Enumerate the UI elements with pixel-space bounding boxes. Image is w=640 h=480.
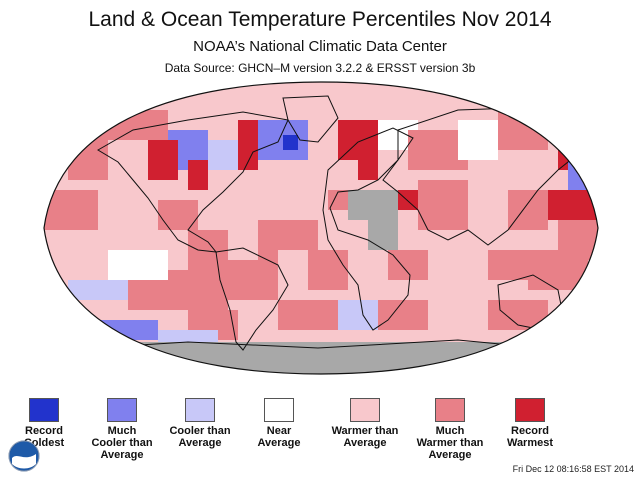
- anomaly-patch-warmer: [228, 230, 258, 260]
- anomaly-patch-near: [108, 250, 168, 280]
- anomaly-patch-much-warmer: [44, 190, 98, 230]
- anomaly-patch-warmer: [308, 110, 338, 150]
- south-america-outline: [215, 247, 289, 351]
- anomaly-patch-cooler: [68, 280, 128, 300]
- anomaly-patch-warmer: [548, 300, 598, 330]
- anomaly-patch-cooler: [208, 140, 238, 170]
- europe-africa-outline: [322, 127, 414, 331]
- legend-item-much-cooler: Much Cooler than Average: [77, 398, 167, 461]
- greenland-outline: [282, 95, 339, 143]
- anomaly-patch-cooler: [338, 300, 378, 330]
- legend-item-record-warmest: Record Warmest: [485, 398, 575, 449]
- legend-item-cooler: Cooler than Average: [155, 398, 245, 449]
- anomaly-patch-warmer: [428, 250, 488, 290]
- anomaly-patch-record-coldest: [283, 135, 298, 150]
- legend-label: Record Warmest: [506, 425, 554, 449]
- anomaly-patch-record-warmest: [358, 150, 378, 180]
- anomaly-patch-much-warmer: [378, 300, 428, 330]
- anomaly-patch-much-warmer: [188, 230, 228, 270]
- anomaly-patch-record-warmest: [188, 160, 208, 190]
- anomaly-patch-warmer: [278, 250, 308, 290]
- legend-label: Near Average: [257, 425, 301, 449]
- anomaly-patch-much-warmer: [328, 190, 348, 210]
- legend-swatch: [29, 398, 59, 422]
- anomaly-patch-warmer: [428, 300, 488, 330]
- legend-label: Warmer than Average: [331, 425, 399, 449]
- globe-border: [43, 81, 599, 375]
- anomaly-patch-much-warmer: [68, 120, 108, 180]
- legend-swatch: [107, 398, 137, 422]
- anomaly-patch-record-warmest: [148, 140, 178, 180]
- legend-label: Much Cooler than Average: [91, 425, 153, 461]
- anomaly-patch-near: [458, 120, 498, 160]
- anomaly-patch-record-warmest: [238, 120, 258, 170]
- legend-item-near: Near Average: [234, 398, 324, 449]
- anomaly-patch-much-warmer: [278, 300, 338, 330]
- legend-swatch: [350, 398, 380, 422]
- anomaly-patch-much-warmer: [388, 250, 428, 280]
- anomaly-patch-record-warmest: [558, 120, 598, 170]
- anomaly-patch-warmer: [98, 180, 158, 220]
- anomaly-patch-warmer: [348, 250, 388, 290]
- timestamp: Fri Dec 12 08:16:58 EST 2014: [512, 464, 634, 474]
- anomaly-patch-much-warmer: [128, 280, 188, 310]
- anomaly-patch-record-warmest: [548, 190, 598, 220]
- data-source: Data Source: GHCN–M version 3.2.2 & ERSS…: [164, 61, 476, 75]
- anomaly-patch-much-warmer: [508, 190, 548, 230]
- anomaly-patch-much-warmer: [498, 110, 548, 150]
- anomaly-patch-much-warmer: [228, 260, 278, 300]
- anomaly-patch-much-warmer: [418, 180, 468, 230]
- anomaly-patch-no-data: [44, 342, 598, 374]
- anomaly-patch-much-warmer: [158, 200, 198, 230]
- anomaly-patch-much-warmer: [528, 250, 588, 290]
- world-map: [38, 80, 604, 376]
- legend-item-much-warmer: Much Warmer than Average: [405, 398, 495, 461]
- legend-swatch: [185, 398, 215, 422]
- legend-swatch: [264, 398, 294, 422]
- legend-swatch: [515, 398, 545, 422]
- anomaly-patch-warmer: [468, 200, 508, 240]
- anomaly-patch-no-data: [348, 190, 398, 220]
- north-america-outline: [97, 111, 289, 253]
- noaa-logo: [8, 440, 40, 472]
- anomaly-patch-much-warmer: [308, 250, 348, 290]
- anomaly-patch-warmer: [238, 300, 278, 330]
- legend-swatch: [435, 398, 465, 422]
- world-map-svg: [43, 81, 599, 375]
- legend-item-warmer: Warmer than Average: [320, 398, 410, 449]
- anomaly-patch-much-warmer: [488, 250, 528, 280]
- legend-label: Much Warmer than Average: [416, 425, 484, 461]
- anomaly-patch-no-data: [368, 220, 398, 250]
- map-title: Land & Ocean Temperature Percentiles Nov…: [88, 8, 552, 31]
- anomaly-patch-warmer: [48, 240, 108, 270]
- legend-label: Cooler than Average: [169, 425, 231, 449]
- map-subtitle: NOAA’s National Climatic Data Center: [193, 38, 447, 55]
- anomaly-patch-much-cooler: [568, 150, 598, 190]
